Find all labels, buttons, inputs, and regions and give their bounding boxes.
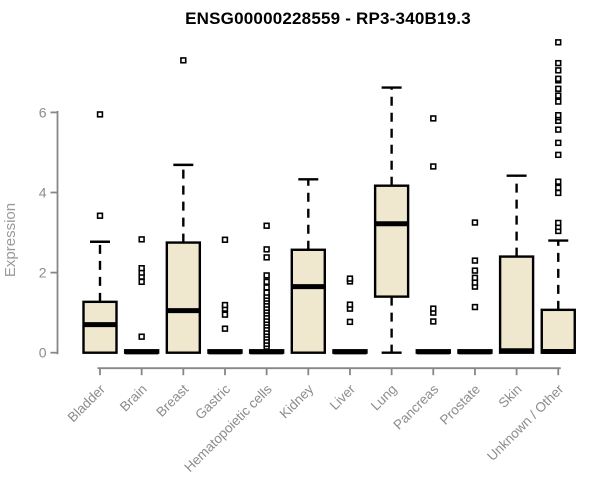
- outlier-point: [263, 289, 270, 296]
- iqr-box: [498, 255, 535, 354]
- outlier-point: [471, 257, 479, 264]
- boxplot-box: [540, 39, 576, 354]
- outlier-point: [430, 115, 437, 122]
- x-tick-label: Liver: [327, 381, 359, 413]
- boxplot-box: [207, 236, 243, 355]
- boxplot-box: [415, 115, 451, 355]
- iqr-box: [373, 184, 410, 298]
- boxplot-box: [498, 174, 535, 354]
- outlier-point: [346, 318, 354, 326]
- outlier-point: [430, 163, 437, 170]
- x-tick-label: Unknown / Other: [484, 381, 567, 464]
- iqr-box: [82, 300, 118, 354]
- outlier-point: [555, 59, 562, 67]
- outlier-point: [471, 303, 479, 311]
- outlier-point: [263, 254, 270, 261]
- iqr-box: [540, 308, 576, 354]
- iqr-box: [165, 241, 202, 354]
- boxplot-box: [82, 111, 118, 354]
- y-tick-label: 2: [39, 265, 47, 281]
- boxplot-box: [123, 236, 160, 355]
- y-tick-label: 0: [39, 345, 47, 361]
- outlier-point: [263, 272, 270, 279]
- y-tick-label: 4: [39, 185, 47, 201]
- outlier-point: [430, 318, 437, 325]
- outlier-point: [471, 219, 479, 226]
- outlier-point: [263, 222, 270, 229]
- x-tick-label: Bladder: [65, 381, 109, 425]
- x-tick-label: Gastric: [192, 381, 233, 422]
- x-tick-label: Brain: [117, 382, 150, 415]
- outlier-point: [263, 284, 270, 291]
- outlier-point: [346, 275, 354, 282]
- outlier-point: [555, 112, 562, 119]
- iqr-box: [290, 248, 326, 354]
- y-axis-title: Expression: [2, 203, 19, 277]
- outlier-point: [555, 219, 562, 227]
- outlier-point: [430, 305, 437, 312]
- boxplot-box: [332, 275, 368, 355]
- outlier-point: [555, 189, 562, 197]
- outlier-point: [180, 57, 187, 64]
- outlier-point: [471, 267, 479, 274]
- x-tick-label: Lung: [368, 382, 400, 414]
- boxplot-box: [165, 57, 202, 354]
- outlier-point: [138, 333, 145, 340]
- outlier-point: [471, 274, 479, 282]
- y-tick-label: 6: [39, 104, 47, 120]
- outlier-point: [96, 111, 104, 118]
- boxplot-box: [457, 219, 493, 355]
- outlier-point: [138, 236, 145, 243]
- outlier-point: [555, 178, 562, 185]
- chart-title: ENSG00000228559 - RP3-340B19.3: [185, 9, 471, 28]
- boxplot-box: [248, 222, 285, 355]
- outlier-point: [138, 264, 145, 272]
- boxplot-box: [290, 178, 326, 354]
- x-tick-label: Skin: [496, 382, 525, 411]
- outlier-point: [555, 67, 562, 74]
- outlier-point: [138, 278, 145, 286]
- outlier-point: [221, 325, 229, 332]
- x-tick-label: Pancreas: [390, 381, 441, 432]
- outlier-point: [221, 236, 229, 243]
- outlier-point: [555, 184, 562, 191]
- outlier-point: [555, 151, 562, 159]
- outlier-point: [96, 212, 104, 219]
- outlier-point: [555, 85, 562, 92]
- outlier-point: [263, 246, 270, 253]
- boxplot-box: [373, 86, 410, 354]
- outlier-point: [555, 98, 562, 105]
- outlier-point: [221, 301, 229, 309]
- outlier-point: [346, 301, 354, 308]
- outlier-point: [555, 139, 562, 147]
- outlier-point: [555, 92, 562, 99]
- outlier-point: [555, 39, 562, 46]
- x-tick-label: Kidney: [277, 381, 317, 421]
- outlier-point: [555, 75, 562, 82]
- x-tick-label: Breast: [153, 381, 191, 419]
- x-tick-label: Prostate: [437, 382, 483, 428]
- outlier-point: [263, 278, 270, 286]
- outlier-point: [555, 126, 562, 133]
- outlier-point: [221, 311, 229, 318]
